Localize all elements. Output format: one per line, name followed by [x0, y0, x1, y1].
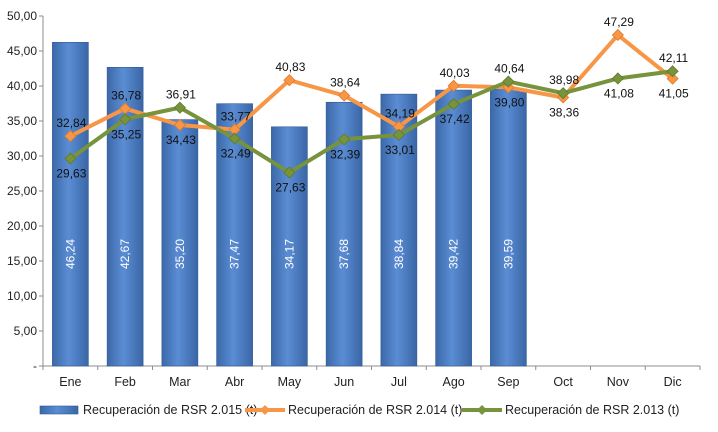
line-data-label: 36,91 [166, 88, 196, 102]
y-tick-label: 10,00 [7, 289, 37, 303]
point-marker [557, 87, 570, 100]
line-data-label: 32,39 [330, 147, 360, 161]
legend: Recuperación de RSR 2.015 (t) Recuperació… [39, 403, 679, 417]
y-tick-label: 50,00 [7, 9, 37, 23]
line-data-label: 34,19 [385, 107, 415, 121]
y-tick-label: 15,00 [7, 254, 37, 268]
point-marker [119, 113, 132, 126]
point-marker [64, 130, 77, 143]
line-data-label: 39,80 [494, 95, 524, 109]
legend-label: Recuperación de RSR 2.014 (t) [288, 403, 462, 417]
x-tick-label: Mar [169, 375, 191, 389]
y-tick-label: 35,00 [7, 114, 37, 128]
point-marker [611, 28, 624, 42]
series-line [69, 32, 674, 138]
point-marker [173, 118, 186, 132]
data-labels: 46,24 42,67 35,20 37,47 34,17 37,68 38,84 39,42… [56, 15, 689, 269]
point-marker [392, 128, 405, 141]
line-data-label: 35,25 [111, 127, 141, 141]
line-data-label: 40,83 [275, 60, 305, 74]
point-marker [666, 72, 679, 85]
point-marker [173, 101, 186, 114]
line-data-label: 33,77 [221, 110, 251, 124]
point-marker [447, 79, 460, 92]
line-data-label: 36,78 [111, 89, 141, 103]
x-tick-label: Sep [497, 375, 519, 389]
point-marker [502, 75, 515, 88]
y-tick-label: 20,00 [7, 219, 37, 233]
legend-label: Recuperación de RSR 2.015 (t) [83, 403, 257, 417]
point-marker [283, 74, 296, 87]
legend-marker [477, 405, 487, 415]
line-data-label: 27,63 [275, 181, 305, 195]
bar-series [52, 42, 527, 367]
line-data-label: 40,64 [494, 62, 524, 76]
bar-data-label: 34,17 [282, 239, 296, 269]
line-data-label: 38,64 [330, 76, 360, 90]
line-data-label: 32,49 [221, 147, 251, 161]
x-tick-label: Feb [114, 375, 136, 389]
bar-data-label: 37,68 [337, 239, 351, 269]
y-tick-label: 25,00 [7, 184, 37, 198]
x-tick-label: May [278, 375, 302, 389]
bar-data-label: 39,42 [447, 239, 461, 269]
bar [161, 119, 199, 367]
y-tick-label: 5,00 [14, 324, 38, 338]
bar-data-label: 39,59 [501, 239, 515, 269]
line-data-label: 29,63 [56, 167, 86, 181]
x-tick-label: Jul [391, 375, 407, 389]
line-data-label: 42,11 [659, 51, 688, 65]
line-data-label: 41,08 [604, 86, 634, 100]
legend-marker [260, 405, 270, 415]
x-tick-label: Dic [664, 375, 682, 389]
legend-swatch [39, 405, 79, 415]
line-data-label: 41,05 [659, 87, 689, 101]
point-marker [338, 89, 351, 102]
line-data-label: 47,29 [604, 15, 634, 29]
x-tick-label: Ene [59, 375, 81, 389]
line-data-label: 32,84 [56, 116, 86, 130]
bar-data-label: 35,20 [173, 239, 187, 269]
line-data-label: 40,03 [440, 66, 470, 80]
line-data-label: 38,98 [549, 73, 579, 87]
y-tick-label: 45,00 [7, 44, 37, 58]
point-marker [611, 72, 624, 85]
line-data-label: 34,43 [166, 133, 196, 147]
bar-data-label: 42,67 [118, 239, 132, 269]
line-data-label: 33,01 [385, 143, 415, 157]
point-marker [338, 133, 351, 146]
axes: - 5,00 10,00 15,00 20,00 25,00 30,00 35,00 40,00… [7, 9, 701, 389]
point-marker [447, 97, 460, 111]
legend-label: Recuperación de RSR 2.013 (t) [505, 403, 679, 417]
x-tick-label: Oct [553, 375, 573, 389]
point-marker [283, 166, 296, 179]
y-tick-label: - [33, 359, 37, 373]
x-tick-label: Ago [443, 375, 465, 389]
point-marker [228, 132, 241, 145]
x-tick-label: Abr [225, 375, 244, 389]
bar-data-label: 37,47 [228, 239, 242, 269]
x-tick-label: Jun [334, 375, 354, 389]
bar [52, 42, 89, 367]
line-series [64, 28, 679, 179]
line-data-label: 37,42 [440, 112, 470, 126]
point-marker [64, 152, 77, 165]
bar [435, 89, 472, 367]
x-tick-label: Nov [607, 375, 630, 389]
line-data-label: 38,36 [549, 105, 579, 119]
y-tick-label: 30,00 [7, 149, 37, 163]
bar-data-label: 46,24 [63, 239, 77, 269]
y-tick-label: 40,00 [7, 79, 37, 93]
series-line [69, 69, 673, 175]
bar [490, 88, 527, 367]
point-marker [666, 65, 679, 78]
bar-data-label: 38,84 [392, 239, 406, 269]
